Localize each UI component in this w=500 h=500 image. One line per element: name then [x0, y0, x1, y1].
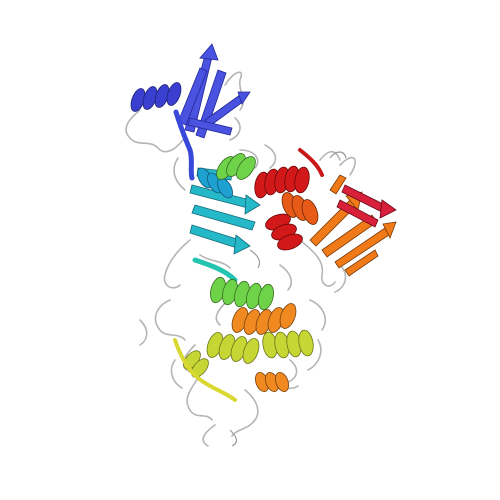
- yellow-helices: [183, 329, 314, 378]
- coil-loops: [125, 71, 356, 447]
- yellow-coil: [173, 338, 237, 402]
- red-domain: [254, 148, 397, 251]
- green-helices: [210, 153, 274, 311]
- orange-beta-sheet: [309, 174, 397, 277]
- orange-red-helix: [281, 192, 319, 225]
- orange-helices-lower: [231, 303, 297, 393]
- blue-domain: [130, 43, 251, 181]
- cyan-domain: [189, 167, 261, 283]
- loop-details: [229, 151, 347, 447]
